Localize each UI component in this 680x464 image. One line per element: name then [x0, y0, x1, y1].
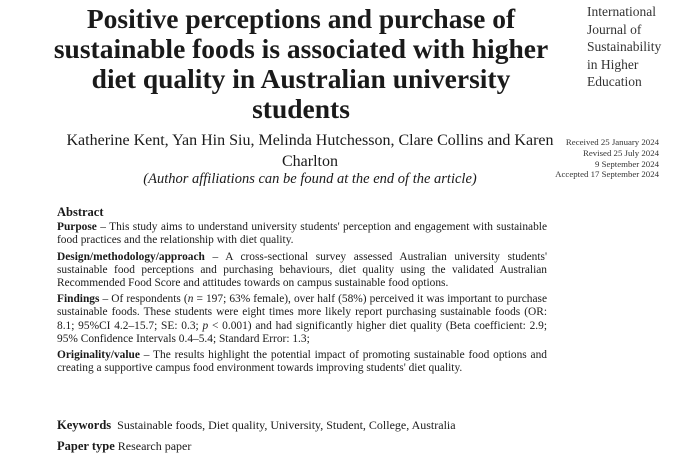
section-text: = 197; 63% female), over half (58%) perc… [57, 293, 548, 332]
abstract-heading: Abstract [57, 205, 104, 219]
date: Revised 25 July 2024 [583, 147, 659, 158]
paper-type-text: Research paper [117, 439, 192, 453]
abstract: Abstract Purpose – This study aims to un… [57, 205, 547, 378]
keywords-text: Sustainable foods, Diet quality, Univers… [117, 418, 456, 432]
paper-type: Paper type Research paper [57, 439, 577, 454]
affiliation-note: (Author affiliations can be found at the… [143, 171, 477, 187]
date: Accepted 17 September 2024 [555, 169, 659, 180]
section-label: Purpose [57, 221, 97, 234]
abstract-section: Originality/value – The results highligh… [57, 349, 547, 375]
section-text: – A cross-sectional survey assessed Aust… [57, 250, 547, 290]
dates: Received 25 January 2024 Revised 25 July… [555, 137, 659, 180]
section-text: p [202, 319, 209, 332]
section-text: n [187, 293, 194, 306]
section-label: Findings [57, 293, 100, 306]
article-title: Positive perceptions and purchase of sus… [53, 3, 549, 124]
abstract-section: Design/methodology/approach – A cross-se… [57, 251, 547, 291]
section-text: – This study aims to understand universi… [57, 221, 547, 247]
section-label: Design/methodology/approach [57, 250, 205, 263]
section-text: – Of respondents ( [99, 293, 188, 306]
section-label: Originality/value [57, 349, 140, 362]
keywords: Keywords Sustainable foods, Diet quality… [57, 418, 577, 433]
section-text: – The results highlight the potential im… [57, 349, 547, 375]
abstract-section: Purpose – This study aims to understand … [57, 221, 547, 247]
paper-type-label: Paper type [57, 439, 115, 453]
journal-name: International Journal of Sustainability … [587, 4, 662, 89]
date: Received 25 January 2024 [565, 137, 659, 147]
abstract-section: Findings – Of respondents (n = 197; 63% … [57, 293, 547, 346]
authors: Katherine Kent, Yan Hin Siu, Melinda Hut… [66, 132, 554, 170]
section-text: < 0.001) and had significantly higher di… [57, 319, 547, 345]
date: 9 September 2024 [594, 158, 659, 169]
keywords-label: Keywords [57, 418, 112, 432]
